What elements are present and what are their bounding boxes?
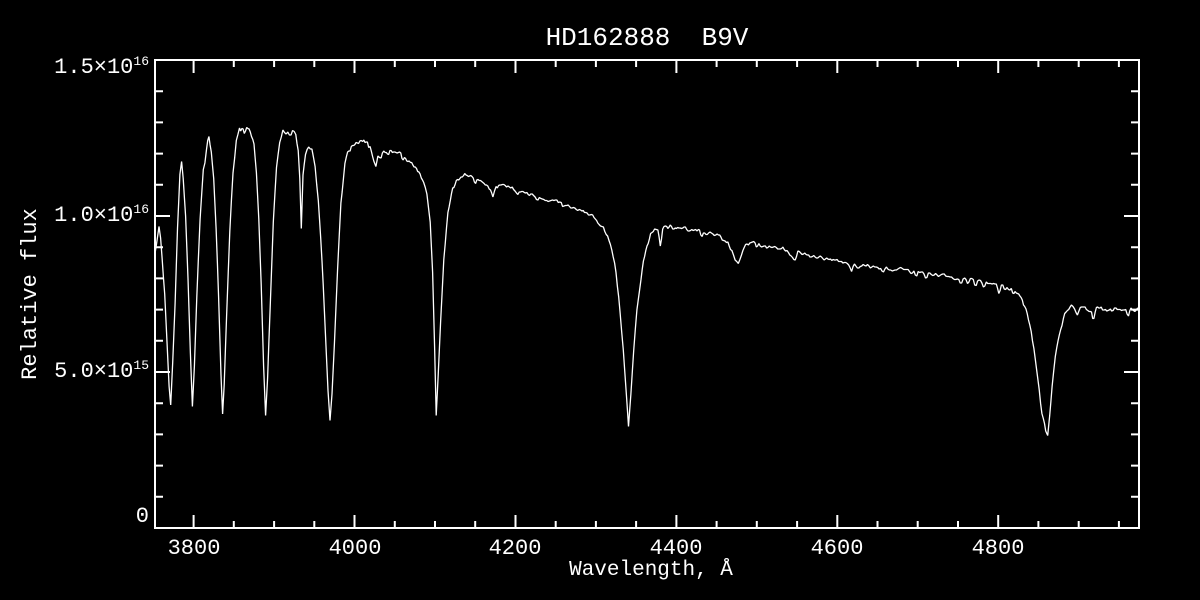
- x-tick-label: 4000: [328, 536, 382, 561]
- y-tick-mantissa: 5.0×10: [54, 359, 134, 384]
- y-tick-mantissa: 1.5×10: [54, 55, 134, 80]
- y-tick-label: 1.0×1016: [0, 202, 149, 229]
- x-tick-label: 4600: [810, 536, 864, 561]
- x-tick-label: 3800: [167, 536, 221, 561]
- plot-title: HD162888 B9V: [545, 23, 749, 53]
- y-tick-exponent: 16: [133, 54, 149, 69]
- y-tick-label: 0: [0, 506, 149, 528]
- spectrum-curve: [154, 127, 1140, 436]
- y-tick-mantissa: 0: [135, 504, 149, 529]
- x-axis-label: Wavelength, Å: [569, 559, 733, 582]
- y-tick-mantissa: 1.0×10: [54, 203, 134, 228]
- y-tick-exponent: 15: [133, 358, 149, 373]
- y-tick-exponent: 16: [133, 202, 149, 217]
- x-tick-label: 4400: [649, 536, 703, 561]
- plot-border: [154, 59, 1140, 529]
- y-axis-label: Relative flux: [18, 208, 43, 380]
- axis-ticks: [155, 59, 1139, 529]
- x-tick-label: 4800: [971, 536, 1025, 561]
- y-tick-label: 5.0×1015: [0, 358, 149, 385]
- y-tick-label: 1.5×1016: [0, 54, 149, 81]
- x-tick-label: 4200: [488, 536, 542, 561]
